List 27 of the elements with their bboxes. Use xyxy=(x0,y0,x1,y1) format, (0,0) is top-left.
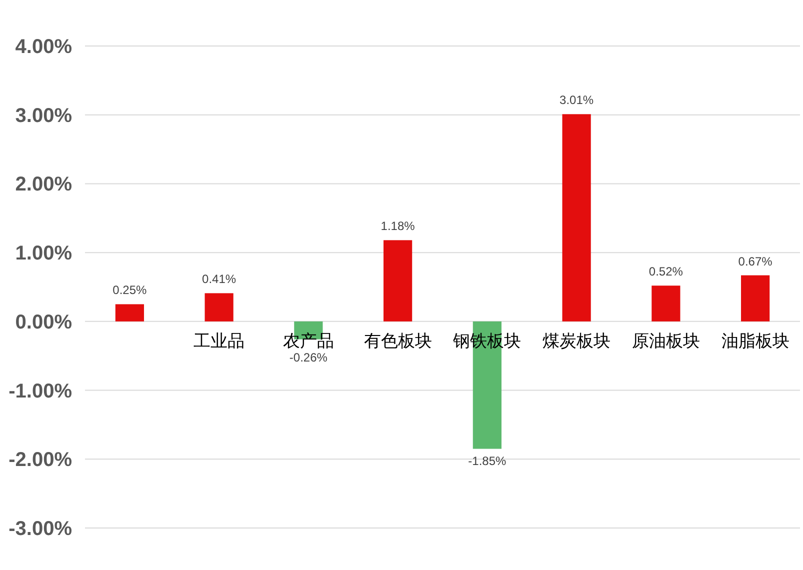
y-tick-label: -1.00% xyxy=(8,380,72,402)
data-label: 0.41% xyxy=(202,272,236,286)
x-tick-label: 原油板块 xyxy=(632,331,700,352)
y-tick-label: 4.00% xyxy=(15,36,72,58)
data-label: -1.85% xyxy=(468,454,507,468)
bar xyxy=(204,293,234,322)
y-tick-label: -2.00% xyxy=(8,449,72,472)
data-label: 1.18% xyxy=(380,219,416,234)
y-tick-label: 3.00% xyxy=(15,104,72,127)
y-tick-label: 0.00% xyxy=(15,311,72,334)
bar xyxy=(652,286,680,322)
bar xyxy=(115,304,144,322)
y-tick-label: 1.00% xyxy=(15,242,72,265)
data-label: 0.52% xyxy=(648,264,684,279)
data-label: 3.01% xyxy=(560,93,594,108)
data-label: 0.67% xyxy=(738,254,773,268)
bar xyxy=(741,275,770,322)
x-tick-label: 油脂板块 xyxy=(721,331,790,352)
x-tick-label: 有色板块 xyxy=(364,331,432,352)
bar xyxy=(562,114,591,322)
data-label: 0.25% xyxy=(112,283,148,298)
bar xyxy=(384,240,412,322)
y-tick-label: 2.00% xyxy=(15,174,72,196)
y-tick-label: -3.00% xyxy=(8,518,72,540)
data-label: -0.26% xyxy=(289,350,328,364)
x-tick-label: 工业品 xyxy=(194,331,245,352)
x-tick-label: 煤炭板块 xyxy=(542,331,611,352)
